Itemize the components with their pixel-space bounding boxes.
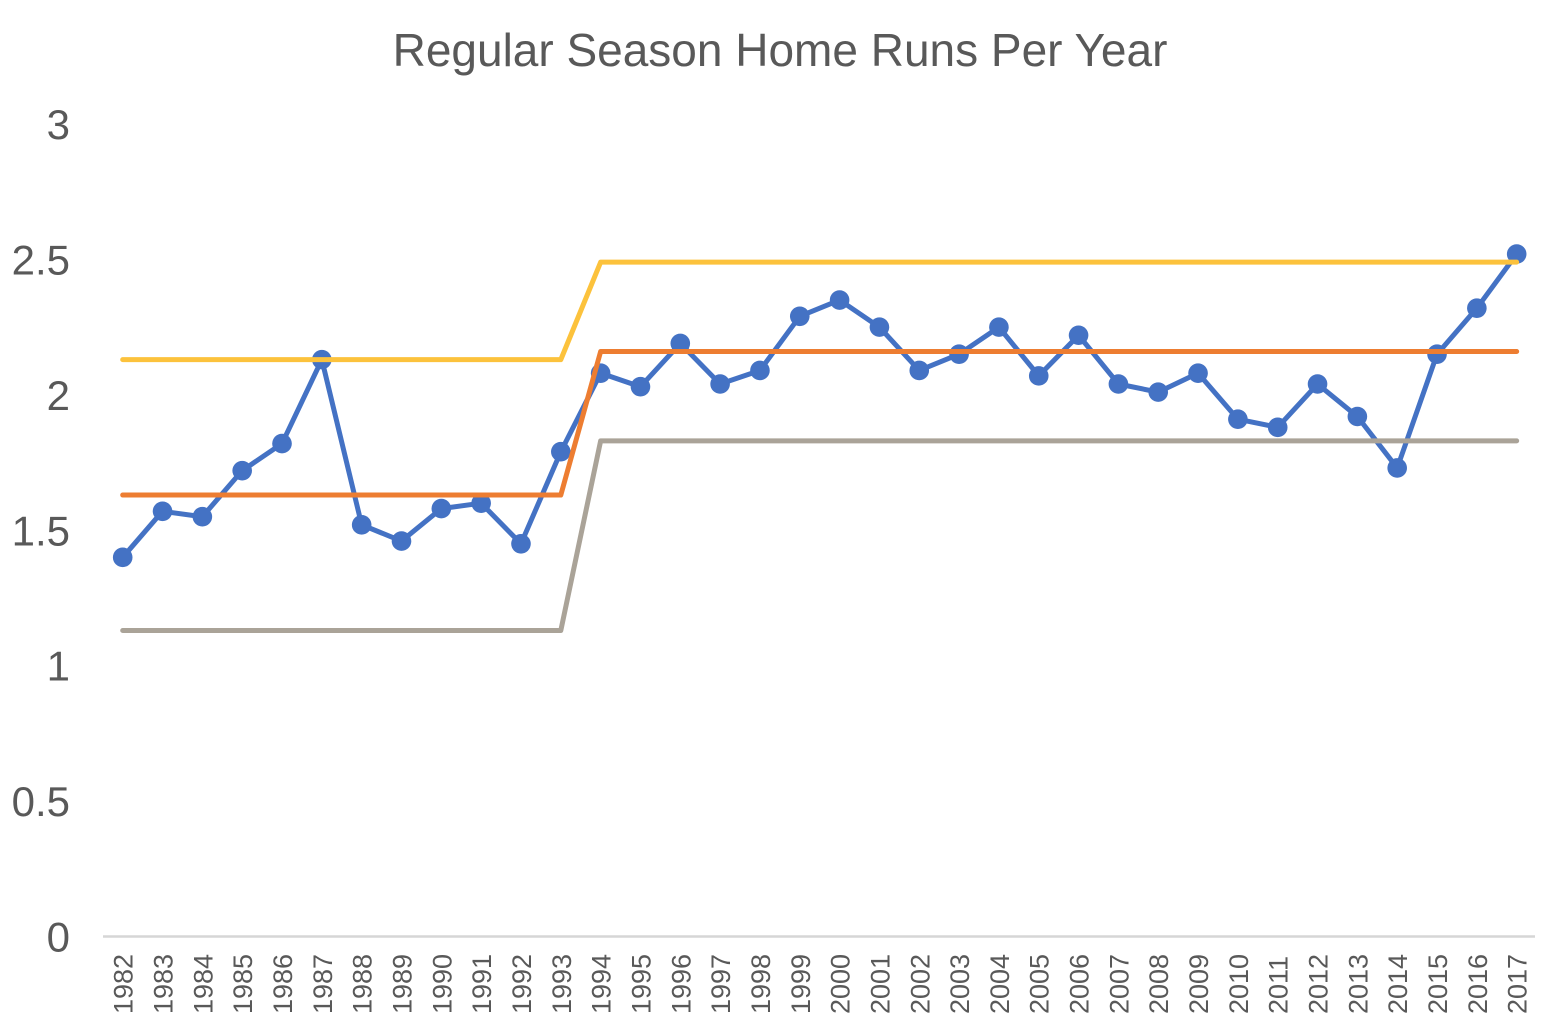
x-axis-year-label: 1993 <box>547 954 577 1014</box>
data-point-marker-1983 <box>152 501 173 522</box>
x-axis-year-label: 2006 <box>1065 954 1095 1014</box>
x-axis-year-label: 2012 <box>1304 954 1334 1014</box>
x-axis-year-label: 2003 <box>945 954 975 1014</box>
x-axis-year-label: 1995 <box>626 954 656 1014</box>
upper-limit-line <box>120 259 1520 363</box>
y-axis-tick-label: 0 <box>47 914 70 961</box>
y-axis-tick-label: 2 <box>47 372 70 419</box>
x-axis-year-label: 1997 <box>706 954 736 1014</box>
x-axis-year-label: 2005 <box>1025 954 1055 1014</box>
x-axis-year-label: 1994 <box>587 954 617 1014</box>
x-axis-year-label: 2017 <box>1503 954 1533 1014</box>
data-point-marker-2003 <box>949 344 969 365</box>
x-axis-year-label: 1999 <box>786 954 816 1014</box>
data-point-marker-1997 <box>710 374 730 394</box>
data-point-marker-2011 <box>1267 417 1288 438</box>
data-point-marker-2000 <box>829 290 850 310</box>
data-point-marker-2004 <box>989 317 1009 337</box>
data-point-marker-2013 <box>1347 406 1368 427</box>
x-axis-year-label: 2002 <box>905 954 935 1014</box>
x-axis-year-label: 2015 <box>1423 954 1453 1014</box>
data-point-marker-1982 <box>112 547 133 568</box>
data-point-marker-1996 <box>670 333 691 354</box>
y-axis-tick-label: 0.5 <box>12 778 70 825</box>
x-axis-year-label: 2004 <box>985 954 1015 1014</box>
x-axis-year-label: 1984 <box>188 954 218 1014</box>
data-point-marker-1990 <box>431 498 452 519</box>
x-axis-year-label: 2013 <box>1343 954 1373 1014</box>
data-point-marker-1995 <box>630 376 651 397</box>
data-point-marker-1986 <box>272 433 292 454</box>
x-axis-year-label: 1989 <box>387 954 417 1014</box>
x-axis-year-label: 1990 <box>427 954 457 1014</box>
y-axis-tick-label: 3 <box>47 101 70 148</box>
x-axis-year-label: 1988 <box>348 954 378 1014</box>
x-axis-year-label: 1986 <box>268 954 298 1014</box>
x-axis-year-label: 1987 <box>308 954 338 1014</box>
y-axis-tick-label: 2.5 <box>12 236 70 283</box>
x-axis-year-label: 1998 <box>746 954 776 1014</box>
data-point-marker-2006 <box>1068 325 1089 346</box>
data-point-marker-1988 <box>351 515 372 535</box>
x-axis-year-label: 1991 <box>467 954 497 1014</box>
data-point-marker-1999 <box>789 306 810 327</box>
data-point-marker-1998 <box>750 360 770 381</box>
x-axis-year-label: 1982 <box>109 954 139 1014</box>
data-point-marker-2015 <box>1427 344 1447 365</box>
data-point-marker-2001 <box>869 317 890 337</box>
lower-limit-line <box>120 438 1520 633</box>
x-axis-year-label: 2016 <box>1463 954 1493 1014</box>
y-axis-tick-label: 1.5 <box>12 507 70 554</box>
data-point-marker-1991 <box>471 493 491 513</box>
chart-title: Regular Season Home Runs Per Year <box>392 24 1168 76</box>
x-axis-year-label: 1996 <box>666 954 696 1014</box>
center-line <box>120 349 1520 498</box>
x-axis-year-label: 2000 <box>826 954 856 1014</box>
x-axis-year-label: 1992 <box>507 954 537 1014</box>
data-point-marker-2007 <box>1108 374 1129 394</box>
data-point-marker-2010 <box>1228 409 1248 430</box>
data-point-marker-2016 <box>1467 298 1487 318</box>
x-axis-year-label: 2001 <box>865 954 895 1014</box>
data-point-marker-1984 <box>192 506 213 527</box>
y-axis-tick-label: 1 <box>47 643 70 690</box>
x-axis-year-label: 2011 <box>1264 956 1294 1014</box>
data-point-marker-1992 <box>511 533 531 554</box>
x-axis-year-label: 2008 <box>1144 954 1174 1014</box>
data-point-marker-2002 <box>909 360 930 381</box>
data-point-marker-1985 <box>232 460 252 481</box>
data-point-marker-2005 <box>1028 366 1049 386</box>
x-axis-year-label: 1985 <box>228 954 258 1014</box>
x-axis-year-label: 2014 <box>1383 954 1413 1014</box>
data-point-marker-1989 <box>391 531 412 551</box>
x-axis-year-label: 2009 <box>1184 954 1214 1014</box>
data-point-marker-1993 <box>551 441 571 462</box>
data-point-marker-2009 <box>1188 363 1208 383</box>
data-point-marker-2008 <box>1148 382 1169 402</box>
x-axis-year-label: 2010 <box>1224 954 1254 1014</box>
data-point-marker-2017 <box>1506 244 1527 264</box>
series-home-runs-per-year-line <box>120 251 1520 560</box>
data-point-marker-2014 <box>1387 458 1407 478</box>
data-point-marker-2012 <box>1307 374 1328 394</box>
x-axis-year-label: 2007 <box>1104 954 1134 1014</box>
x-axis-year-label: 1983 <box>149 954 179 1014</box>
